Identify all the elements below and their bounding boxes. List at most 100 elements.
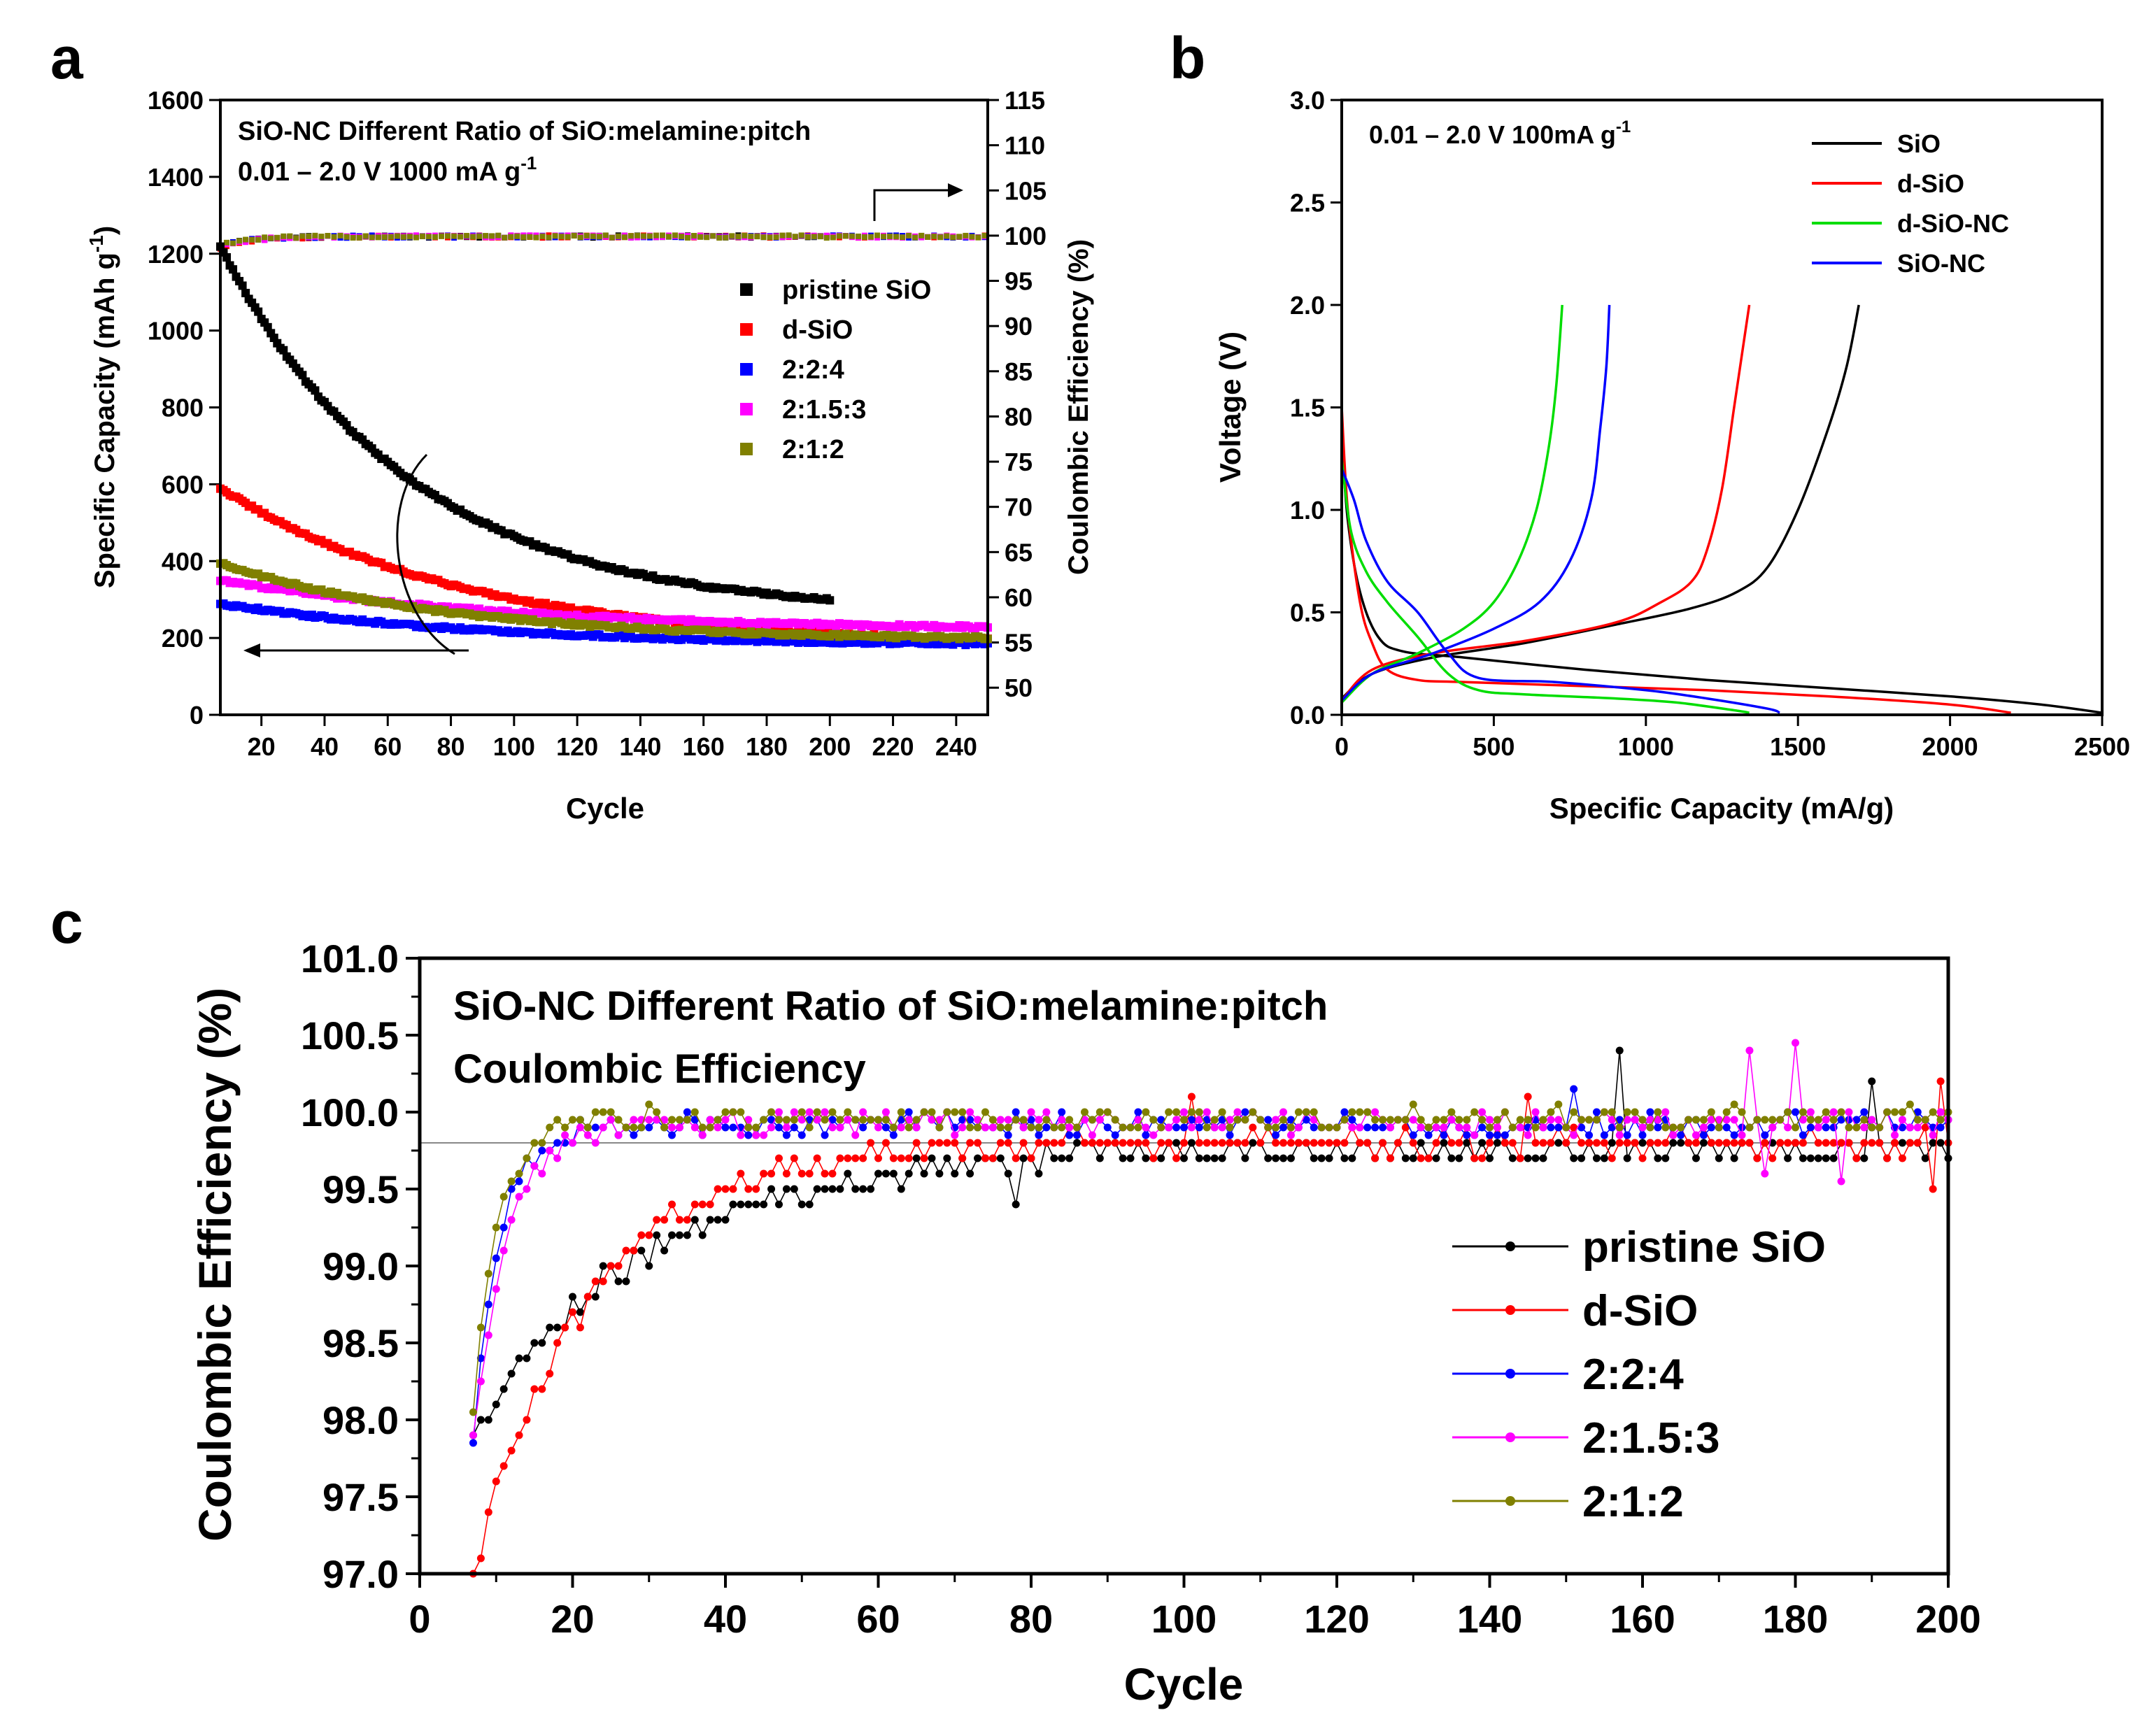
panel-a-frame <box>219 99 989 716</box>
panel-c-point <box>1623 1139 1631 1147</box>
panel-c-point <box>1447 1139 1456 1147</box>
panel-c-point <box>1654 1123 1662 1132</box>
panel-c-point <box>1792 1123 1799 1132</box>
panel-c-point <box>1340 1154 1349 1162</box>
panel-c-point <box>1814 1123 1822 1132</box>
panel-c-point <box>1860 1154 1868 1162</box>
panel-c-point <box>1623 1131 1631 1139</box>
panel-c-point <box>1577 1123 1586 1132</box>
panel-a-legend-label: 2:1.5:3 <box>782 395 866 425</box>
panel-c-point <box>476 1416 485 1424</box>
panel-c-point <box>828 1123 837 1132</box>
panel-b-ticks: 0 500 1000 1500 2000 2500 0.0 0.5 1.0 1.5 2.0 2.5 3.… <box>1290 86 2130 761</box>
panel-b-charge-curve <box>1340 304 1611 702</box>
panel-c-point <box>1409 1116 1417 1124</box>
panel-c-point <box>1852 1154 1861 1162</box>
panel-c-point <box>1654 1116 1662 1124</box>
panel-c-point <box>928 1108 936 1116</box>
panel-a-legend-marker <box>740 443 753 455</box>
panel-c-point <box>912 1139 921 1147</box>
panel-c-point <box>1004 1123 1012 1132</box>
panel-c-point <box>1455 1154 1463 1162</box>
panel-c-point <box>1095 1139 1104 1147</box>
panel-c-point <box>1286 1154 1295 1162</box>
panel-c-point <box>782 1123 790 1132</box>
panel-a-legend-marker <box>740 363 753 376</box>
panel-c-point <box>1898 1116 1906 1124</box>
panel-c-point <box>1165 1108 1173 1116</box>
panel-c-point <box>1226 1116 1234 1124</box>
panel-a-xtick-label: 240 <box>935 732 977 761</box>
panel-c-point <box>1615 1139 1624 1147</box>
panel-c-point <box>1685 1139 1693 1147</box>
panel-c-point <box>981 1108 989 1116</box>
panel-c-point <box>1829 1154 1838 1162</box>
panel-c-point <box>1761 1169 1769 1178</box>
panel-c-legend-marker <box>1505 1496 1515 1506</box>
panel-c-point <box>546 1369 554 1378</box>
panel-c-point <box>1363 1123 1372 1132</box>
panel-c-point <box>1417 1139 1425 1147</box>
panel-c-point <box>1379 1116 1387 1124</box>
panel-c-point <box>1554 1123 1563 1132</box>
panel-c-point <box>928 1116 936 1124</box>
panel-c-ytick-label: 98.5 <box>322 1321 399 1365</box>
panel-a-ce-point <box>236 238 243 244</box>
panel-c-point <box>1103 1139 1112 1147</box>
panel-c-point <box>1516 1123 1524 1132</box>
panel-c-title-line1: SiO-NC Different Ratio of SiO:melamine:p… <box>453 983 1328 1029</box>
panel-a-ce-point <box>331 234 337 240</box>
panel-c-xtick-label: 40 <box>704 1597 747 1641</box>
panel-c-point <box>1761 1139 1769 1147</box>
panel-c-point <box>1875 1123 1884 1132</box>
panel-a-legend-label: 2:2:4 <box>782 355 844 385</box>
panel-c-point <box>1218 1154 1226 1162</box>
panel-c-point <box>1784 1154 1792 1162</box>
panel-c-point <box>1822 1116 1830 1124</box>
panel-a-ce-point <box>419 233 425 239</box>
panel-c-point <box>1088 1139 1096 1147</box>
panel-c-point <box>1868 1139 1876 1147</box>
panel-c-point <box>484 1416 492 1424</box>
panel-c-point <box>813 1185 821 1193</box>
panel-b-ytick-label: 1.5 <box>1290 394 1325 422</box>
panel-c-point <box>844 1116 852 1124</box>
panel-c-point <box>530 1339 539 1347</box>
panel-c-point <box>821 1108 829 1116</box>
panel-a-ce-point <box>577 234 583 241</box>
panel-c-point <box>1929 1108 1937 1116</box>
panel-c-point <box>1875 1139 1884 1147</box>
panel-c-point <box>1218 1108 1226 1116</box>
panel-c-point <box>1417 1154 1425 1162</box>
panel-b: b 0 500 1000 1500 2000 2500 0.0 0.5 1.0 1.5 2.0 2.5… <box>1170 25 2130 825</box>
panel-c-point <box>1531 1108 1540 1116</box>
panel-c-point <box>1142 1139 1150 1147</box>
panel-c-point <box>1539 1123 1547 1132</box>
panel-c-point <box>1669 1123 1678 1132</box>
panel-c-point <box>790 1185 798 1193</box>
panel-c-point <box>805 1123 814 1132</box>
panel-a-ce-point <box>514 233 520 239</box>
panel-c-point <box>1799 1116 1807 1124</box>
panel-c-point <box>507 1369 516 1378</box>
panel-c-point <box>1080 1116 1088 1124</box>
panel-c-point <box>637 1246 646 1255</box>
panel-c-point <box>1195 1123 1203 1132</box>
panel-c-point <box>1837 1108 1845 1116</box>
panel-c-point <box>706 1123 714 1132</box>
panel-c-point <box>1936 1123 1945 1132</box>
panel-c-point <box>1035 1123 1043 1132</box>
panel-c-point <box>1142 1123 1150 1132</box>
panel-c-point <box>1753 1154 1761 1162</box>
panel-a-xtick-label: 40 <box>311 732 339 761</box>
panel-c-point <box>1898 1139 1906 1147</box>
panel-c-point <box>1203 1154 1211 1162</box>
panel-c-point <box>1004 1116 1012 1124</box>
panel-c-point <box>645 1100 653 1109</box>
panel-c-ytick-label: 101.0 <box>301 937 399 981</box>
panel-a-title-line2: 0.01 – 2.0 V 1000 mA g-1 <box>238 152 537 187</box>
panel-a-ce-point <box>262 234 268 241</box>
panel-c-point <box>951 1169 959 1178</box>
panel-c-point <box>859 1185 867 1193</box>
panel-c-point <box>469 1439 477 1447</box>
